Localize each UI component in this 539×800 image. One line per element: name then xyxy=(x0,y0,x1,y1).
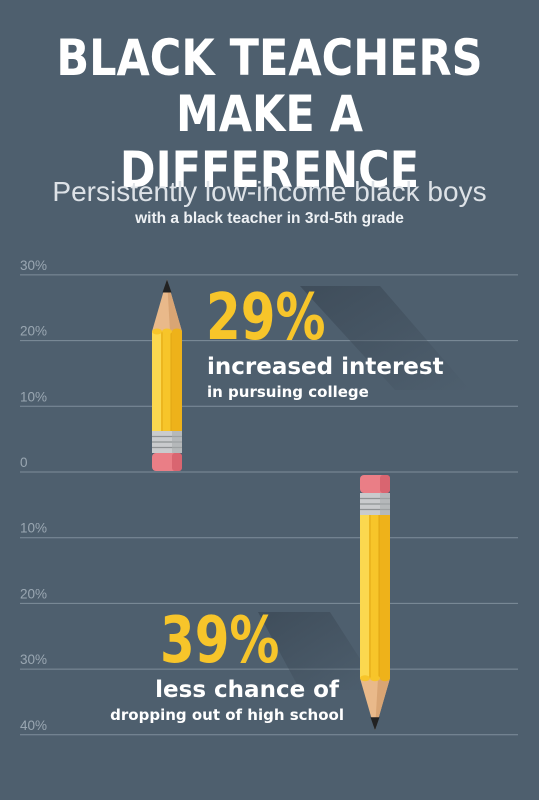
value-label: 29% xyxy=(206,280,325,355)
value-shadow xyxy=(300,286,470,390)
value-label: 39% xyxy=(160,603,279,678)
bar-label: less chance of xyxy=(155,677,340,703)
pencil-eraser-shade xyxy=(380,475,390,493)
tick-label: 30% xyxy=(20,652,47,667)
bar-pencil-negative xyxy=(360,475,390,731)
pencil-eraser-shade xyxy=(172,453,182,471)
tick-label: 20% xyxy=(20,324,47,339)
tick-label: 0 xyxy=(20,455,28,470)
bar-pencil-positive xyxy=(152,279,182,471)
tick-label: 10% xyxy=(20,389,47,404)
pencil-ferrule-shade xyxy=(380,493,390,515)
pencil-body-shade xyxy=(379,515,390,679)
bar-sublabel: in pursuing college xyxy=(207,383,369,401)
pencil-lead xyxy=(370,717,380,731)
chart-subtitle: Persistently low-income black boys xyxy=(52,176,487,207)
pencil-body-highlight xyxy=(152,331,161,431)
pencil-body-highlight xyxy=(360,515,369,679)
pencil-scallop xyxy=(380,675,390,682)
chart-subtitle-detail: with a black teacher in 3rd-5th grade xyxy=(135,210,404,227)
pencil-scallop xyxy=(172,328,182,335)
pencil-body-shade xyxy=(171,331,182,431)
pencil-scallop xyxy=(360,675,370,682)
pencil-ferrule-shade xyxy=(172,431,182,453)
value-shadow xyxy=(258,612,380,690)
pencil-scallop xyxy=(152,328,162,335)
pencil-lead xyxy=(162,279,172,293)
pencil-scallop xyxy=(370,675,380,682)
tick-label: 30% xyxy=(20,258,47,273)
pencil-scallop xyxy=(162,328,172,335)
tick-label: 20% xyxy=(20,586,47,601)
bar-sublabel: dropping out of high school xyxy=(110,706,344,724)
page-title-line-2: MAKE A DIFFERENCE xyxy=(119,85,420,199)
bar-label: increased interest xyxy=(207,354,444,380)
tick-label: 40% xyxy=(20,718,47,733)
page-title-line-1: BLACK TEACHERS xyxy=(56,29,483,87)
tick-label: 10% xyxy=(20,521,47,536)
